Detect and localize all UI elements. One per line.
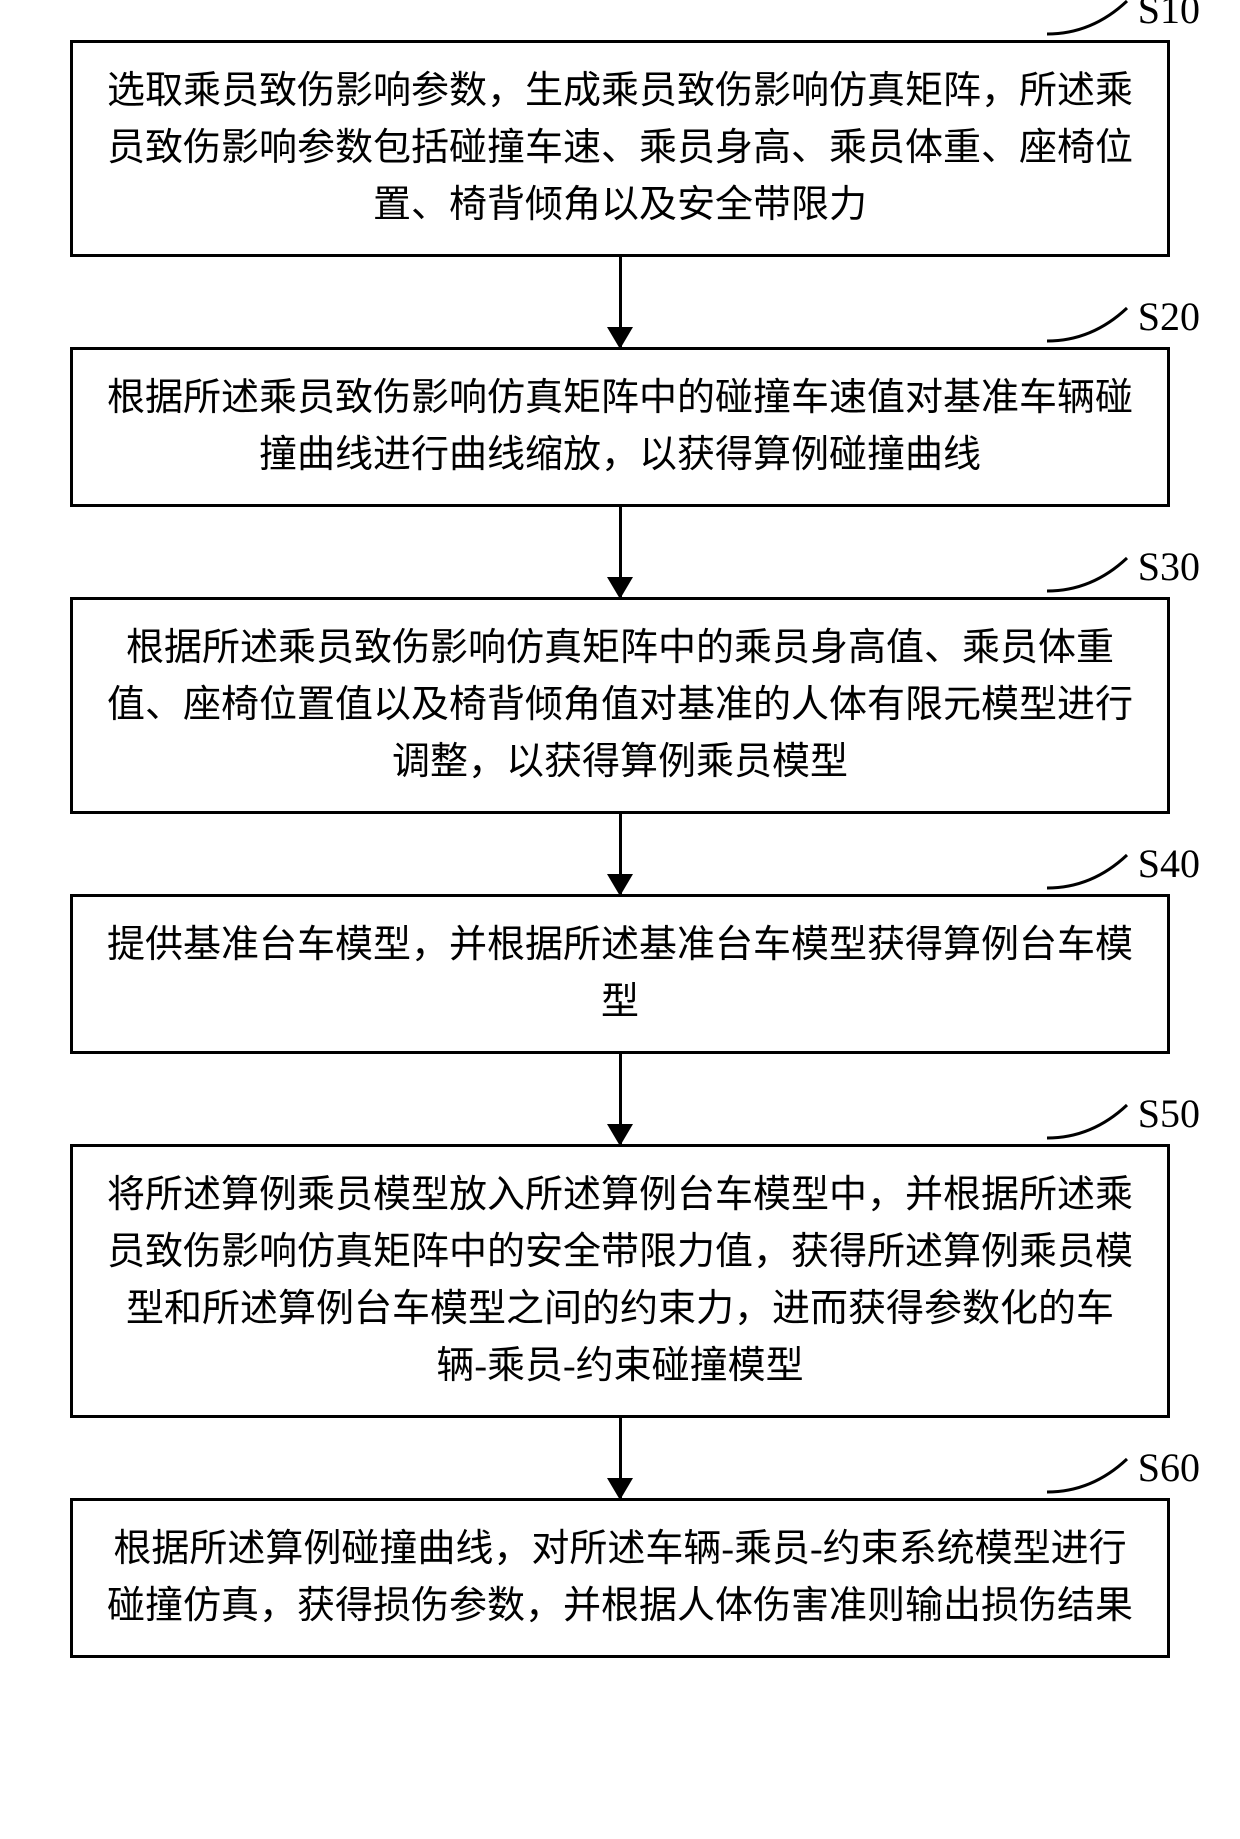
step-id-label: S40 [1138,844,1200,884]
step-box: 将所述算例乘员模型放入所述算例台车模型中，并根据所述乘员致伤影响仿真矩阵中的安全… [70,1144,1170,1418]
flowchart-container: S10 选取乘员致伤影响参数，生成乘员致伤影响仿真矩阵，所述乘员致伤影响参数包括… [20,40,1220,1658]
label-curve-icon [1042,850,1132,890]
step-id-label: S10 [1138,0,1200,30]
connector-arrow [619,257,622,347]
step-text: 将所述算例乘员模型放入所述算例台车模型中，并根据所述乘员致伤影响仿真矩阵中的安全… [107,1174,1133,1387]
step-id-label: S50 [1138,1094,1200,1134]
step-s30: S30 根据所述乘员致伤影响仿真矩阵中的乘员身高值、乘员体重值、座椅位置值以及椅… [20,597,1220,814]
step-box: 根据所述乘员致伤影响仿真矩阵中的乘员身高值、乘员体重值、座椅位置值以及椅背倾角值… [70,597,1170,814]
step-id-label: S20 [1138,297,1200,337]
step-label-s10: S10 [1042,0,1200,36]
connector-arrow [619,507,622,597]
connector-arrow [619,1418,622,1498]
step-label-s40: S40 [1042,850,1200,890]
step-text: 根据所述乘员致伤影响仿真矩阵中的碰撞车速值对基准车辆碰撞曲线进行曲线缩放，以获得… [107,377,1133,476]
step-box: 根据所述算例碰撞曲线，对所述车辆-乘员-约束系统模型进行碰撞仿真，获得损伤参数，… [70,1498,1170,1658]
connector-arrow [619,814,622,894]
step-s10: S10 选取乘员致伤影响参数，生成乘员致伤影响仿真矩阵，所述乘员致伤影响参数包括… [20,40,1220,257]
label-curve-icon [1042,1454,1132,1494]
step-s40: S40 提供基准台车模型，并根据所述基准台车模型获得算例台车模型 [20,894,1220,1054]
label-curve-icon [1042,0,1132,36]
step-s50: S50 将所述算例乘员模型放入所述算例台车模型中，并根据所述乘员致伤影响仿真矩阵… [20,1144,1220,1418]
step-box: 提供基准台车模型，并根据所述基准台车模型获得算例台车模型 [70,894,1170,1054]
step-text: 提供基准台车模型，并根据所述基准台车模型获得算例台车模型 [107,924,1133,1023]
label-curve-icon [1042,553,1132,593]
step-id-label: S30 [1138,547,1200,587]
step-text: 根据所述乘员致伤影响仿真矩阵中的乘员身高值、乘员体重值、座椅位置值以及椅背倾角值… [107,627,1133,783]
step-s60: S60 根据所述算例碰撞曲线，对所述车辆-乘员-约束系统模型进行碰撞仿真，获得损… [20,1498,1220,1658]
step-box: 根据所述乘员致伤影响仿真矩阵中的碰撞车速值对基准车辆碰撞曲线进行曲线缩放，以获得… [70,347,1170,507]
step-id-label: S60 [1138,1448,1200,1488]
step-text: 选取乘员致伤影响参数，生成乘员致伤影响仿真矩阵，所述乘员致伤影响参数包括碰撞车速… [107,70,1133,226]
step-label-s60: S60 [1042,1454,1200,1494]
label-curve-icon [1042,1100,1132,1140]
step-label-s50: S50 [1042,1100,1200,1140]
connector-arrow [619,1054,622,1144]
step-label-s20: S20 [1042,303,1200,343]
label-curve-icon [1042,303,1132,343]
step-label-s30: S30 [1042,553,1200,593]
step-box: 选取乘员致伤影响参数，生成乘员致伤影响仿真矩阵，所述乘员致伤影响参数包括碰撞车速… [70,40,1170,257]
step-text: 根据所述算例碰撞曲线，对所述车辆-乘员-约束系统模型进行碰撞仿真，获得损伤参数，… [107,1528,1133,1627]
step-s20: S20 根据所述乘员致伤影响仿真矩阵中的碰撞车速值对基准车辆碰撞曲线进行曲线缩放… [20,347,1220,507]
